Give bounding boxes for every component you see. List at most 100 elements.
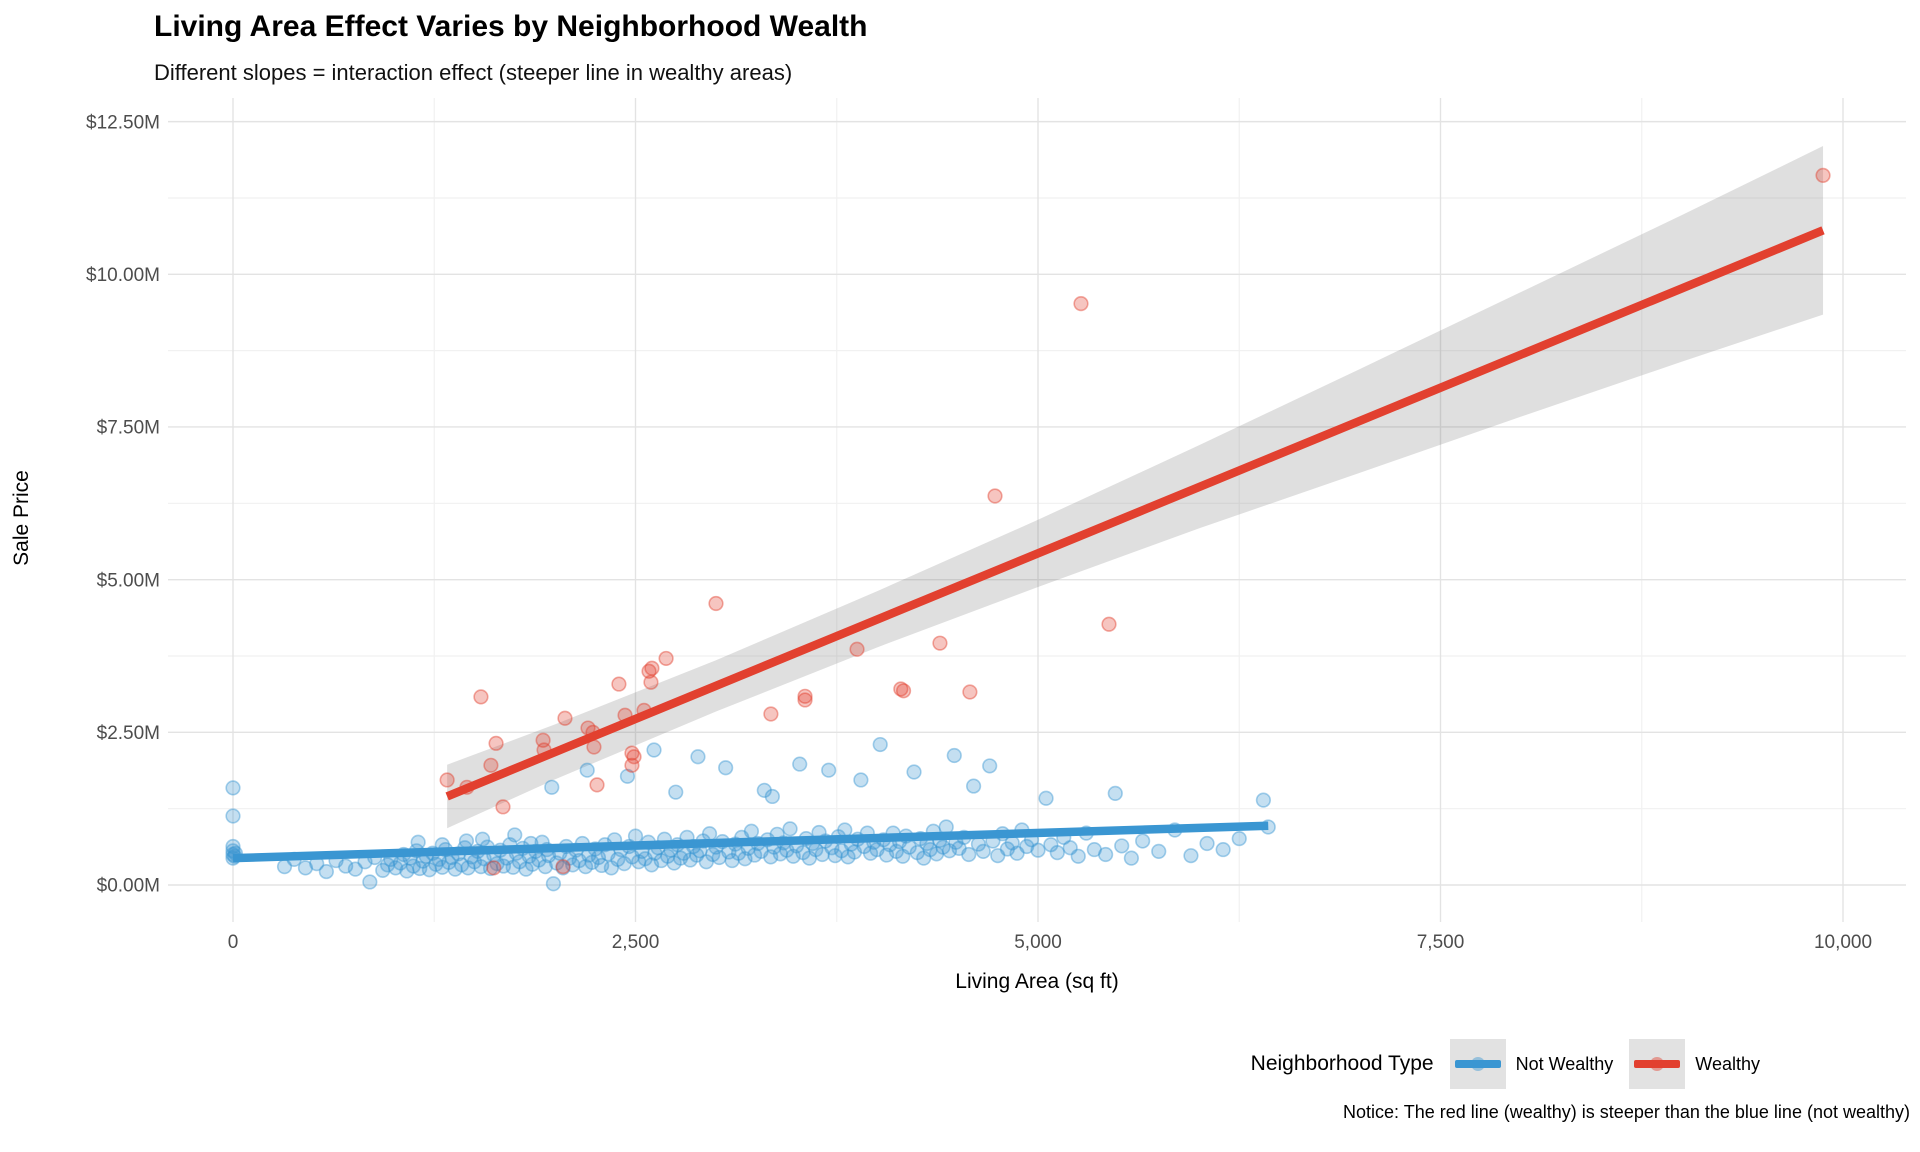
data-point-wealthy <box>624 745 640 761</box>
data-point-not-wealthy <box>405 858 421 874</box>
data-point-not-wealthy <box>801 850 817 866</box>
data-point-wealthy <box>641 663 657 679</box>
legend-key-swatch <box>1449 1039 1506 1089</box>
data-point-not-wealthy <box>690 749 706 765</box>
data-point-not-wealthy <box>454 857 470 873</box>
data-point-not-wealthy <box>362 874 378 890</box>
data-point-wealthy <box>849 641 865 657</box>
data-point-not-wealthy <box>795 845 811 861</box>
data-point-wealthy <box>962 684 978 700</box>
data-point-not-wealthy <box>1135 833 1151 849</box>
data-point-not-wealthy <box>1255 792 1271 808</box>
data-point-wealthy <box>611 676 627 692</box>
data-point-not-wealthy <box>577 859 594 875</box>
data-point-not-wealthy <box>951 840 967 856</box>
data-point-not-wealthy <box>672 850 689 866</box>
data-point-not-wealthy <box>747 847 763 863</box>
data-point-not-wealthy <box>660 848 676 864</box>
data-point-wealthy <box>589 777 605 793</box>
data-point-not-wealthy <box>584 854 600 871</box>
data-point-wealthy <box>557 710 573 726</box>
data-point-not-wealthy <box>698 854 714 870</box>
data-point-not-wealthy <box>619 768 636 784</box>
data-point-wealthy <box>495 799 511 815</box>
data-point-wealthy <box>1815 167 1831 183</box>
data-point-not-wealthy <box>428 856 444 872</box>
data-point-not-wealthy <box>1123 850 1139 866</box>
data-point-not-wealthy <box>505 859 521 875</box>
data-point-not-wealthy <box>594 857 610 874</box>
data-point-wealthy <box>644 660 660 676</box>
data-point-not-wealthy <box>909 845 925 861</box>
data-point-not-wealthy <box>689 847 705 863</box>
data-point-not-wealthy <box>627 828 644 844</box>
data-point-not-wealthy <box>616 856 632 872</box>
data-point-not-wealthy <box>646 742 662 758</box>
data-point-not-wealthy <box>579 762 595 778</box>
x-tick-label: 7,500 <box>1417 932 1465 953</box>
data-point-wealthy <box>763 706 779 722</box>
data-point-wealthy <box>535 732 551 748</box>
chart-caption: Notice: The red line (wealthy) is steepe… <box>1343 1102 1910 1122</box>
data-point-not-wealthy <box>421 862 438 878</box>
data-point-not-wealthy <box>624 849 640 865</box>
data-point-not-wealthy <box>814 846 830 863</box>
data-point-not-wealthy <box>975 843 991 860</box>
data-point-not-wealthy <box>483 860 499 877</box>
data-point-not-wealthy <box>524 856 541 872</box>
data-point-wealthy <box>439 772 455 788</box>
data-point-not-wealthy <box>879 847 895 863</box>
data-point-not-wealthy <box>643 857 660 873</box>
data-point-not-wealthy <box>549 855 565 871</box>
data-point-not-wealthy <box>1019 838 1035 855</box>
data-point-wealthy <box>643 674 659 690</box>
data-point-not-wealthy <box>458 833 475 849</box>
data-point-not-wealthy <box>840 849 856 865</box>
chart-subtitle: Different slopes = interaction effect (s… <box>154 60 793 85</box>
data-point-not-wealthy <box>379 857 396 873</box>
data-point-not-wealthy <box>764 788 780 805</box>
data-point-wealthy <box>797 692 813 708</box>
data-point-wealthy <box>797 688 813 704</box>
data-point-not-wealthy <box>922 841 938 858</box>
chart-title: Living Area Effect Varies by Neighborhoo… <box>154 10 868 43</box>
data-point-not-wealthy <box>603 860 619 876</box>
plot-panel: $0.00M $2.50M $5.00M $7.50M $10.00M $12.50M 0 2… <box>86 98 1906 953</box>
y-tick-label: $7.50M <box>97 418 160 439</box>
data-point-not-wealthy <box>772 846 789 862</box>
data-point-not-wealthy <box>1086 841 1102 858</box>
y-tick-label: $0.00M <box>97 876 160 897</box>
data-point-not-wealthy <box>853 772 869 788</box>
data-point-not-wealthy <box>666 855 682 871</box>
data-point-not-wealthy <box>653 852 669 869</box>
data-point-not-wealthy <box>737 851 753 867</box>
data-point-not-wealthy <box>827 848 843 864</box>
data-point-not-wealthy <box>410 834 426 850</box>
data-point-not-wealthy <box>318 863 334 880</box>
data-point-not-wealthy <box>399 863 415 879</box>
data-point-not-wealthy <box>297 860 314 876</box>
data-point-not-wealthy <box>941 843 958 859</box>
data-point-wealthy <box>893 681 909 697</box>
data-point-not-wealthy <box>1231 830 1247 847</box>
legend-label: Wealthy <box>1695 1053 1760 1074</box>
data-point-wealthy <box>1073 296 1089 312</box>
data-point-not-wealthy <box>965 778 982 794</box>
data-point-not-wealthy <box>466 854 483 870</box>
data-point-not-wealthy <box>474 831 491 847</box>
data-point-not-wealthy <box>447 861 463 877</box>
data-point-not-wealthy <box>846 844 863 860</box>
data-point-not-wealthy <box>982 758 998 774</box>
data-point-not-wealthy <box>888 843 904 860</box>
data-point-not-wealthy <box>1009 845 1025 861</box>
data-point-wealthy <box>483 757 499 773</box>
data-point-not-wealthy <box>1098 846 1114 863</box>
x-tick-label: 2,500 <box>612 932 660 953</box>
y-tick-label: $5.00M <box>97 570 160 591</box>
data-point-not-wealthy <box>1107 785 1123 801</box>
data-point-not-wealthy <box>631 854 647 870</box>
data-point-not-wealthy <box>785 848 801 864</box>
data-point-not-wealthy <box>545 876 561 892</box>
data-point-not-wealthy <box>338 858 354 874</box>
data-point-not-wealthy <box>782 821 798 837</box>
